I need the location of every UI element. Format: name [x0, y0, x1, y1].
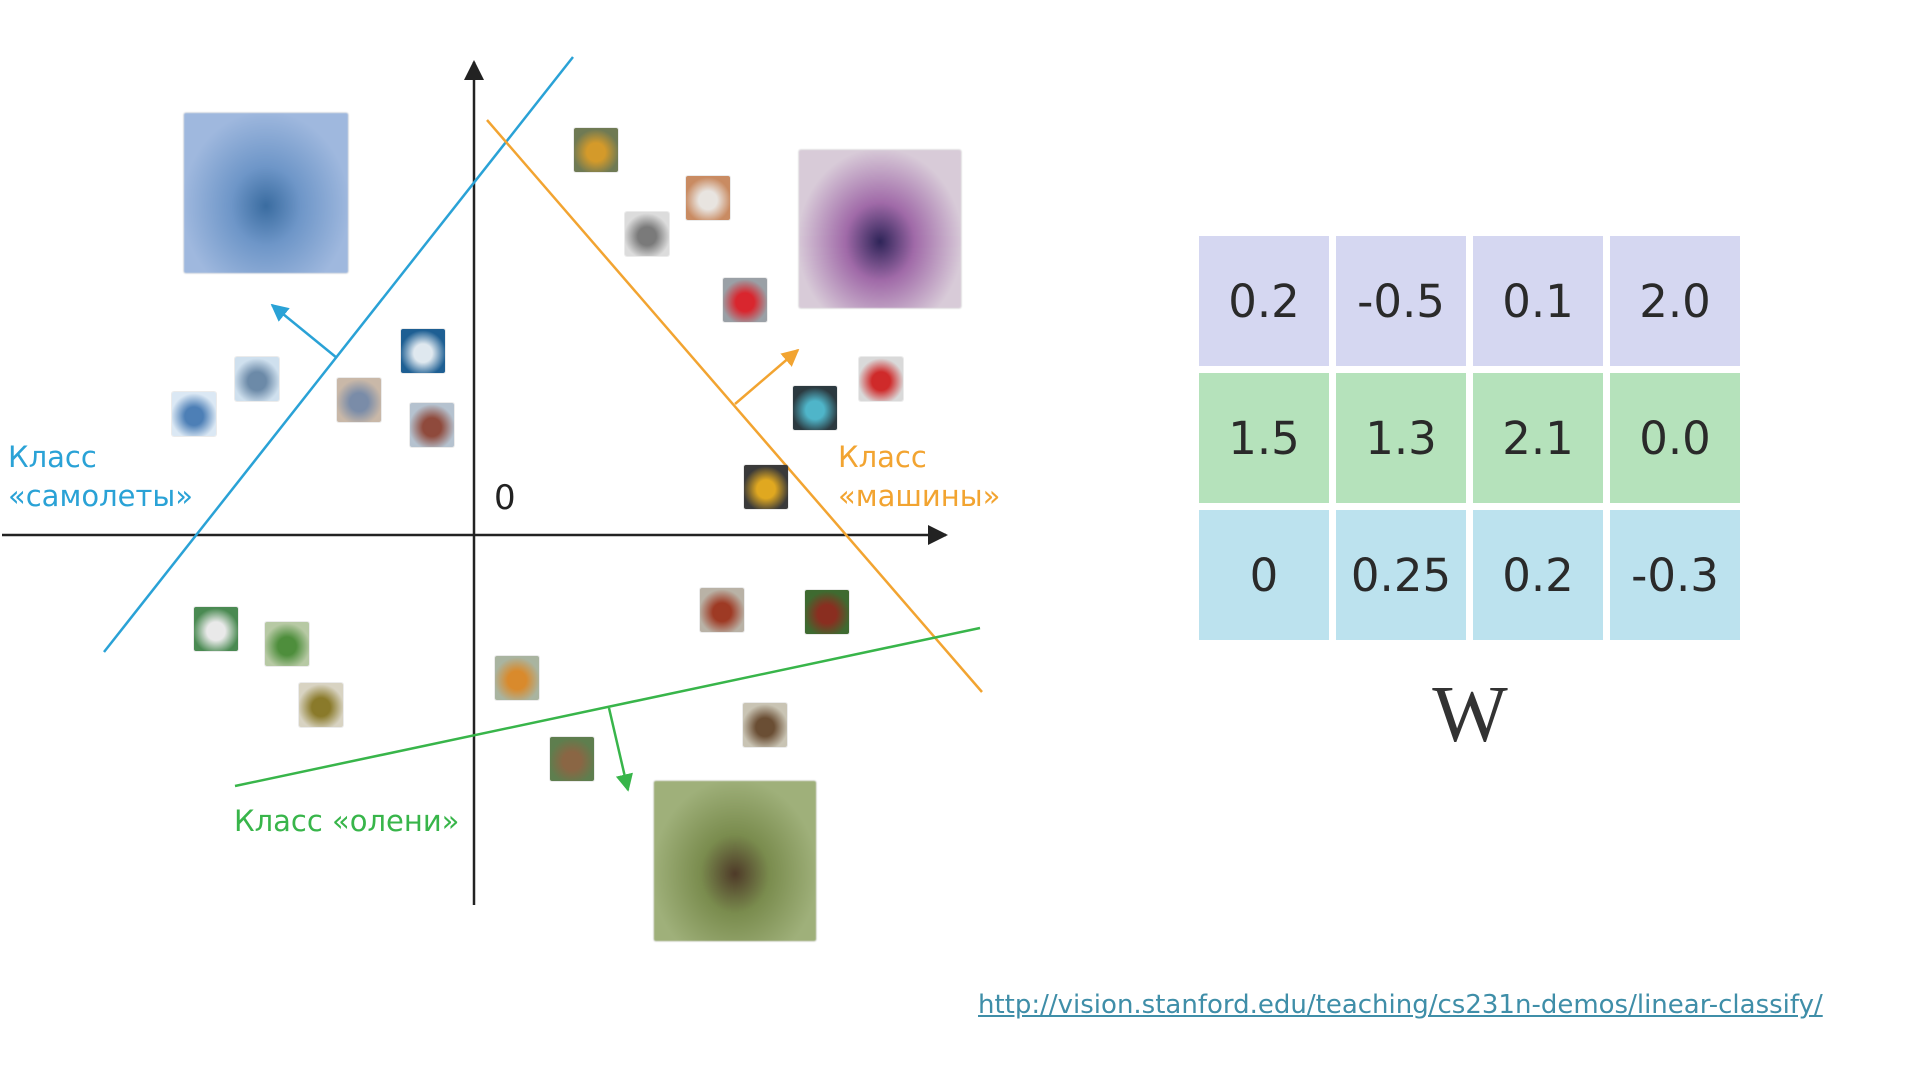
- weight-cell-r2-c0: 0: [1199, 510, 1329, 640]
- weight-cell-r0-c3: 2.0: [1610, 236, 1740, 366]
- weight-cell-r0-c1: -0.5: [1336, 236, 1466, 366]
- deer-normal-arrow: [607, 707, 633, 792]
- weight-matrix-label: W: [1432, 671, 1508, 759]
- car-1-icon: [574, 128, 618, 172]
- plane-2-icon: [235, 357, 279, 401]
- weight-cell-r1-c3: 0.0: [1610, 373, 1740, 503]
- source-link[interactable]: http://vision.stanford.edu/teaching/cs23…: [978, 990, 1823, 1020]
- car-template-icon: [799, 150, 961, 308]
- cars-normal-arrow: [734, 348, 800, 405]
- deer-2-icon: [550, 737, 594, 781]
- frog-1-icon: [265, 622, 309, 666]
- origin-label: 0: [494, 478, 516, 518]
- linear-classifier-diagram: [2, 56, 983, 905]
- bird-2-icon: [805, 590, 849, 634]
- deer-template-icon: [654, 781, 816, 941]
- ship-3-icon: [410, 403, 454, 447]
- ship-1-icon: [337, 378, 381, 422]
- plane-1-icon: [172, 392, 216, 436]
- rooster-icon: [700, 588, 744, 632]
- car-6-icon: [793, 386, 837, 430]
- planes-normal-arrow: [270, 303, 338, 359]
- car-4-icon: [723, 278, 767, 322]
- car-2-icon: [686, 176, 730, 220]
- weight-cell-r1-c1: 1.3: [1336, 373, 1466, 503]
- bus-icon: [744, 465, 788, 509]
- cat-icon: [194, 607, 238, 651]
- weight-cell-r1-c0: 1.5: [1199, 373, 1329, 503]
- planes-boundary: [103, 56, 574, 653]
- weight-cell-r2-c3: -0.3: [1610, 510, 1740, 640]
- deer-class-label: Класс «олени»: [234, 804, 460, 838]
- car-3-icon: [625, 212, 669, 256]
- ship-2-icon: [401, 329, 445, 373]
- plane-template-icon: [184, 113, 348, 273]
- car-5-icon: [859, 357, 903, 401]
- bird-1-icon: [495, 656, 539, 700]
- cars-boundary: [486, 119, 983, 693]
- weight-matrix: 0.2 -0.5 0.1 2.0 1.5 1.3 2.1 0.0 0 0.25 0.2 -0.3: [1199, 236, 1740, 640]
- weight-cell-r0-c2: 0.1: [1473, 236, 1603, 366]
- weight-cell-r1-c2: 2.1: [1473, 373, 1603, 503]
- deer-boundary: [234, 626, 981, 788]
- weight-cell-r0-c0: 0.2: [1199, 236, 1329, 366]
- frog-2-icon: [299, 683, 343, 727]
- weight-cell-r2-c2: 0.2: [1473, 510, 1603, 640]
- cars-class-label: Класс «машины»: [838, 440, 1001, 513]
- weight-cell-r2-c1: 0.25: [1336, 510, 1466, 640]
- planes-class-label: Класс «самолеты»: [8, 440, 193, 513]
- deer-1-icon: [743, 703, 787, 747]
